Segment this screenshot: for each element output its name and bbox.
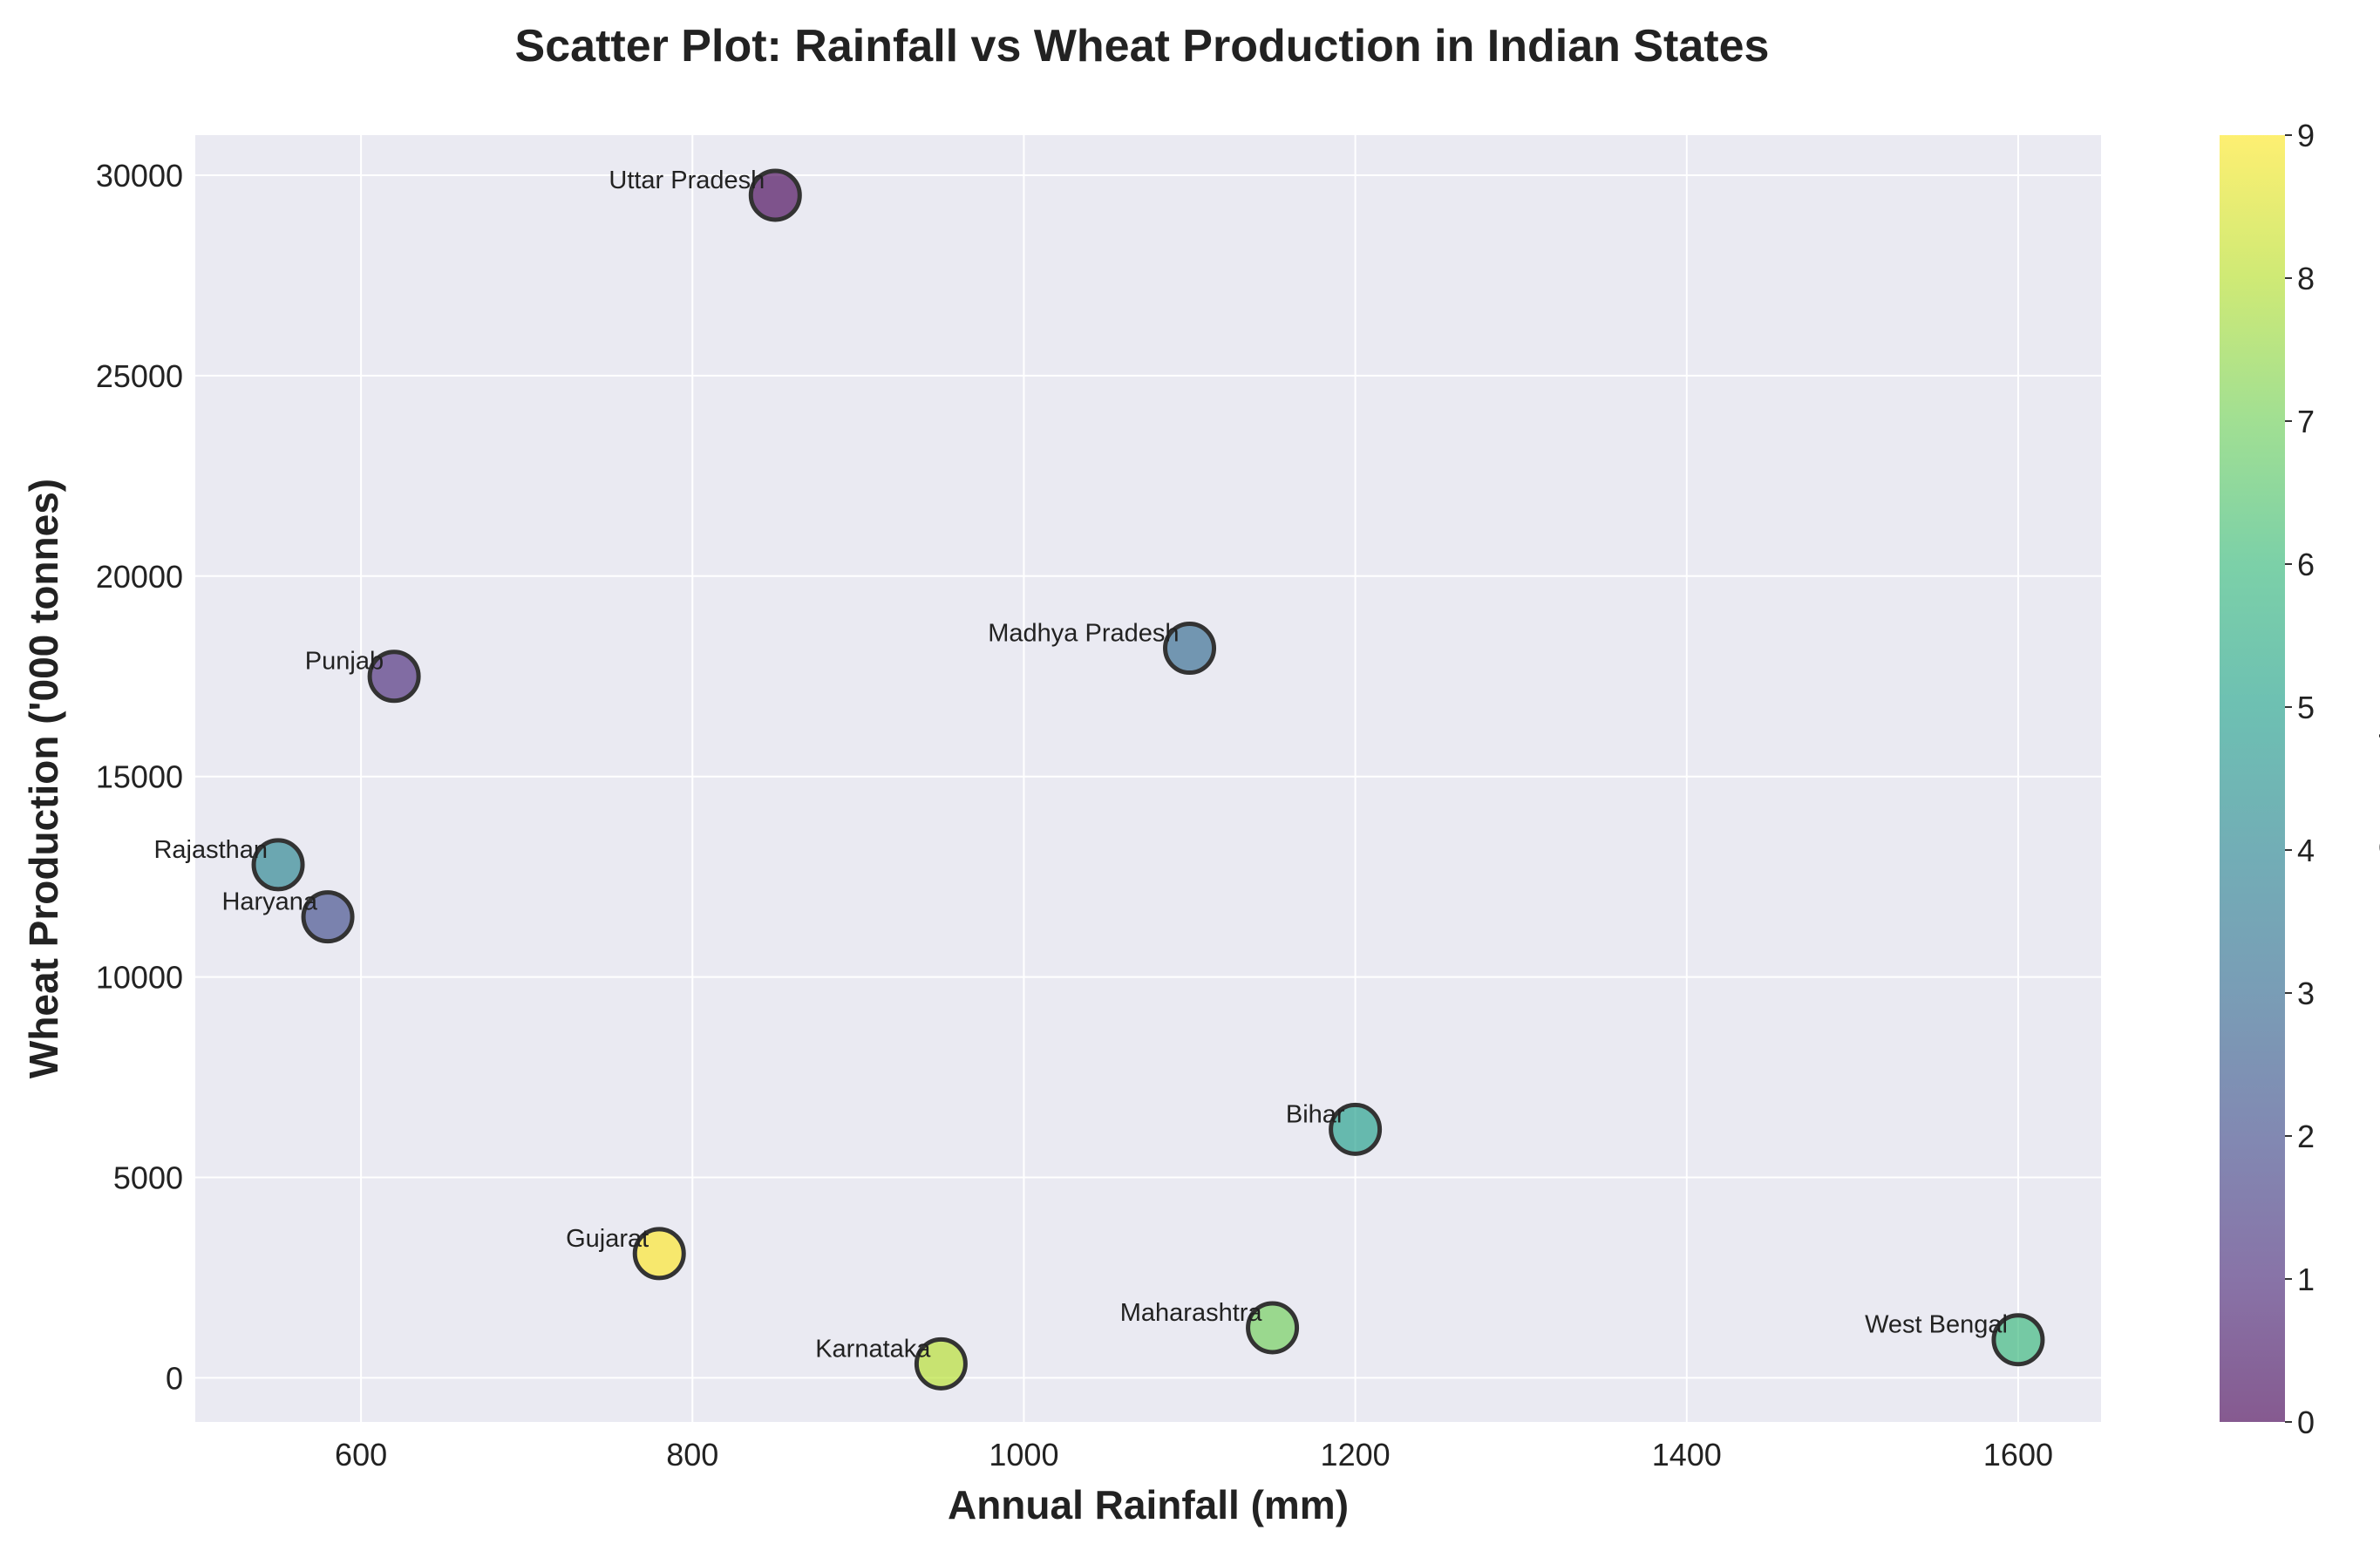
x-tick-label: 1400 xyxy=(1652,1437,1722,1473)
y-tick-label: 5000 xyxy=(113,1160,183,1196)
colorbar xyxy=(2220,135,2285,1422)
point-label-bihar: Bihar xyxy=(1286,1100,1345,1128)
point-label-rajasthan: Rajasthan xyxy=(153,836,268,864)
point-uttar-pradesh xyxy=(748,168,802,222)
point-label-punjab: Punjab xyxy=(305,648,384,676)
point-bihar xyxy=(1329,1102,1383,1156)
point-haryana xyxy=(301,890,355,944)
y-tick-label: 0 xyxy=(166,1360,183,1396)
point-label-west-bengal: West Bengal xyxy=(1865,1311,2008,1339)
y-tick-label: 25000 xyxy=(96,358,183,394)
x-tick-label: 1200 xyxy=(1321,1437,1391,1473)
colorbar-tick-label: 2 xyxy=(2297,1119,2315,1154)
point-punjab xyxy=(367,650,421,704)
colorbar-tick-label: 6 xyxy=(2297,547,2315,582)
colorbar-tick-label: 5 xyxy=(2297,690,2315,725)
point-label-uttar-pradesh: Uttar Pradesh xyxy=(609,167,765,194)
x-tick-label: 1000 xyxy=(989,1437,1058,1473)
colorbar-tick-label: 1 xyxy=(2297,1262,2315,1297)
point-madhya-pradesh xyxy=(1163,622,1217,676)
point-karnataka xyxy=(914,1337,968,1391)
y-axis-label: Wheat Production ('000 tonnes) xyxy=(21,479,66,1078)
y-axis-ticks: 0 5000 10000 15000 20000 25000 30000 xyxy=(96,158,183,1396)
point-west-bengal xyxy=(1991,1313,2045,1367)
y-tick-label: 30000 xyxy=(96,158,183,194)
colorbar-tick-label: 3 xyxy=(2297,976,2315,1011)
point-rajasthan xyxy=(251,838,305,892)
y-tick-label: 15000 xyxy=(96,759,183,795)
point-maharashtra xyxy=(1246,1301,1300,1355)
point-label-gujarat: Gujarat xyxy=(566,1225,649,1253)
colorbar-tick-label: 9 xyxy=(2297,118,2315,153)
colorbar-tick-label: 7 xyxy=(2297,404,2315,439)
x-tick-label: 1600 xyxy=(1983,1437,2053,1473)
colorbar-ticks: 0 1 2 3 4 5 6 7 8 9 xyxy=(2285,118,2315,1440)
chart-title: Scatter Plot: Rainfall vs Wheat Producti… xyxy=(515,21,1770,71)
grid-lines xyxy=(195,135,2101,1422)
y-tick-label: 20000 xyxy=(96,559,183,595)
x-tick-label: 800 xyxy=(666,1437,718,1473)
point-label-karnataka: Karnataka xyxy=(815,1335,931,1363)
colorbar-tick-label: 4 xyxy=(2297,833,2315,868)
colorbar-tick-label: 0 xyxy=(2297,1405,2315,1440)
point-labels: Uttar Pradesh Punjab Haryana Madhya Pradesh… xyxy=(153,167,2008,1363)
x-tick-label: 600 xyxy=(335,1437,387,1473)
plot-area xyxy=(195,135,2101,1422)
x-axis-ticks: 600 800 1000 1200 1400 1600 xyxy=(335,1437,2053,1473)
point-label-haryana: Haryana xyxy=(221,888,317,916)
y-tick-label: 10000 xyxy=(96,960,183,996)
colorbar-tick-label: 8 xyxy=(2297,261,2315,296)
data-points xyxy=(251,168,2045,1391)
x-axis-label: Annual Rainfall (mm) xyxy=(948,1482,1349,1527)
point-label-madhya-pradesh: Madhya Pradesh xyxy=(988,620,1179,648)
point-gujarat xyxy=(632,1227,686,1281)
point-label-maharashtra: Maharashtra xyxy=(1120,1299,1263,1327)
colorbar-label: State Index xyxy=(2373,699,2380,858)
